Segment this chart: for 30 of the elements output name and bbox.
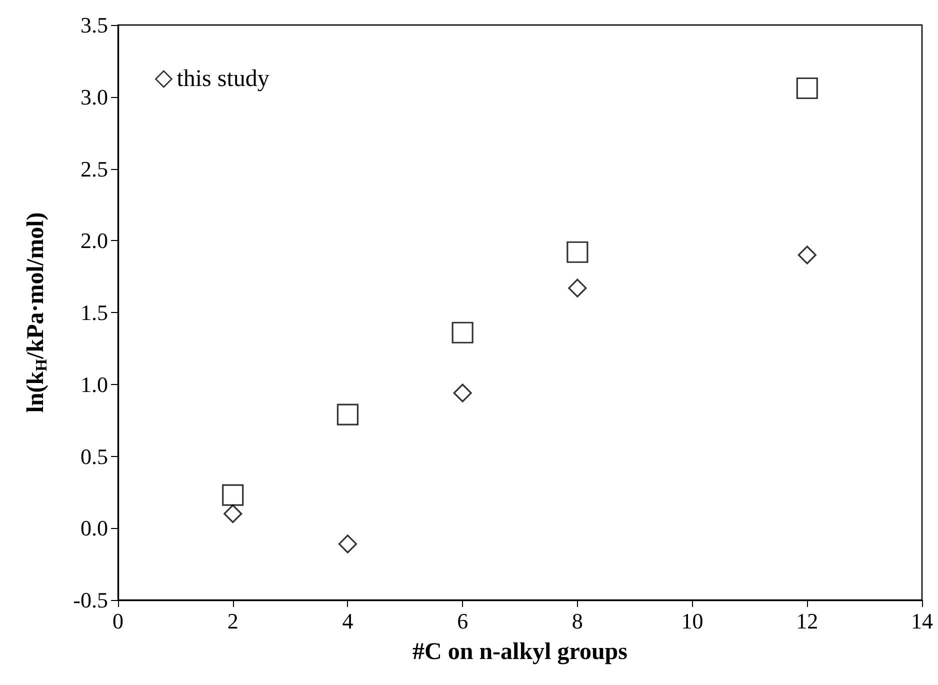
y-tick-label: 0.5 <box>80 444 108 469</box>
point <box>568 278 587 298</box>
point <box>222 484 244 506</box>
y-tick-label: 3.0 <box>80 84 108 110</box>
x-tick-label: 12 <box>796 608 818 634</box>
point <box>453 384 472 402</box>
legend-label: this study <box>176 66 270 92</box>
point <box>224 504 242 524</box>
x-tick-label: 14 <box>911 608 933 634</box>
y-tick-label: 1.5 <box>80 300 108 325</box>
y-tick-label: -0.5 <box>73 588 108 612</box>
x-tick-label: 6 <box>457 608 468 634</box>
point <box>796 77 818 100</box>
point <box>338 534 358 554</box>
x-tick-label: 10 <box>681 608 704 634</box>
y-tick-label: 0.0 <box>80 516 108 541</box>
y-tick-label: 1.0 <box>80 372 108 397</box>
x-tick-label: 4 <box>342 608 354 634</box>
point <box>452 322 474 344</box>
x-tick-label: 8 <box>572 608 583 634</box>
y-tick-label: 3.5 <box>80 12 108 38</box>
y-tick-label: 2.0 <box>80 228 108 254</box>
y-tick-label: 2.5 <box>80 156 108 182</box>
point <box>798 246 816 264</box>
x-axis-title: #C on n-alkyl groups <box>412 639 628 665</box>
y-axis-title: ln(kH/kPa·mol/mol) <box>23 212 50 413</box>
x-tick-label: 2 <box>227 608 238 634</box>
x-tick-label: 0 <box>112 608 124 634</box>
point <box>566 241 588 263</box>
point <box>336 404 359 426</box>
